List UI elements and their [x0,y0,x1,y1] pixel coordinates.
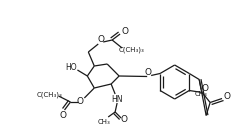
Text: C(CH₃)₃: C(CH₃)₃ [118,47,144,53]
Text: O: O [224,92,231,101]
Text: O: O [145,68,152,77]
Text: O: O [121,116,128,124]
Text: O: O [77,97,84,105]
Text: O: O [122,28,129,36]
Text: O: O [98,36,105,45]
Text: O: O [59,111,66,119]
Text: CH₃: CH₃ [195,92,208,97]
Text: HN: HN [111,95,123,104]
Text: C(CH₃)₃: C(CH₃)₃ [37,92,63,98]
Text: HO: HO [66,63,77,72]
Text: CH₃: CH₃ [98,119,111,125]
Text: O: O [202,84,209,93]
